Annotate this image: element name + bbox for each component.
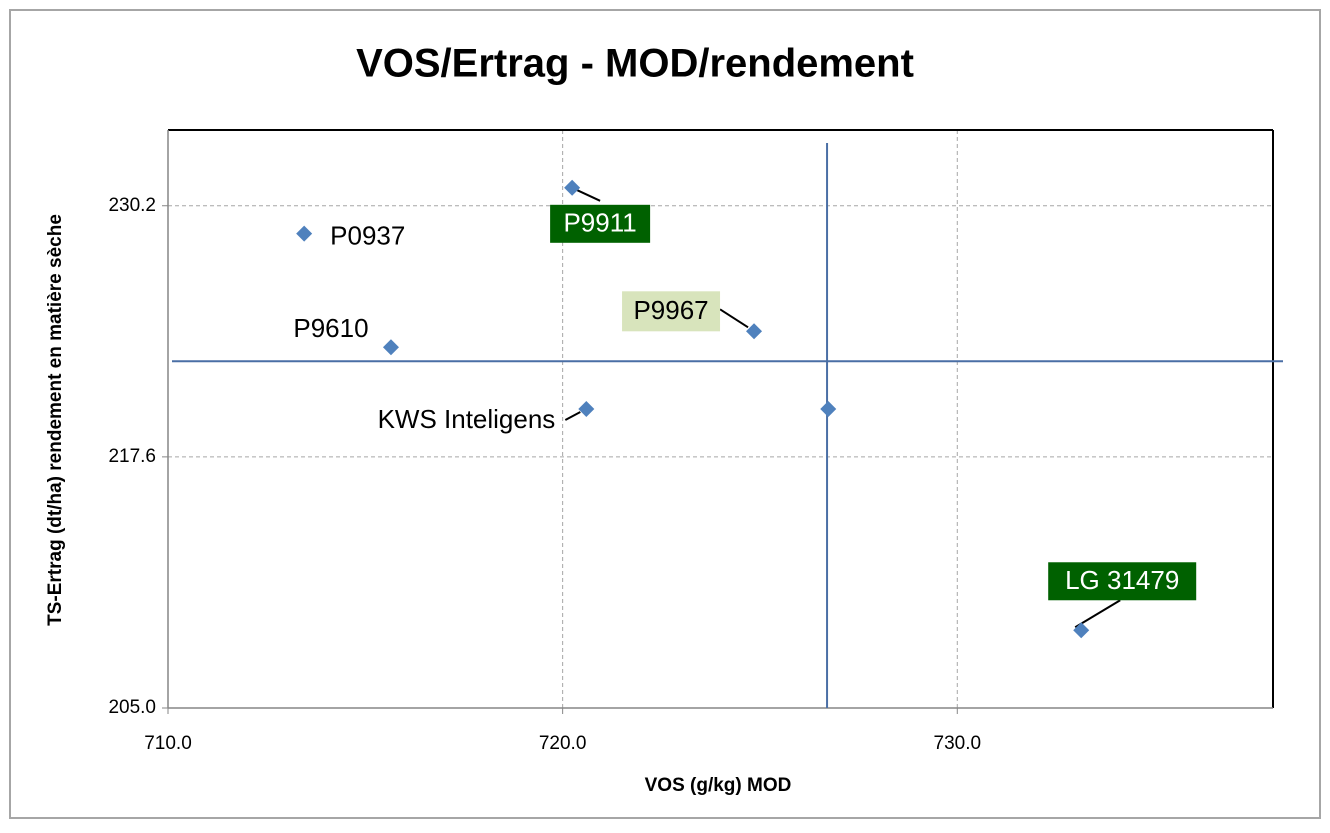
leader-line: [564, 411, 581, 421]
point: [1073, 622, 1090, 639]
chart-border: [9, 9, 1321, 819]
point: [564, 179, 581, 196]
point: [820, 401, 837, 418]
y-tick-label: 217.6: [108, 446, 156, 467]
label-box: [622, 291, 721, 332]
point-label: P0937: [330, 221, 405, 251]
point: [578, 401, 595, 418]
leader-line: [719, 308, 749, 329]
leader-line: [1074, 599, 1121, 629]
y-axis-title: TS-Ertrag (dt/ha) rendement en matière s…: [45, 214, 66, 626]
y-tick-label: 205.0: [108, 697, 156, 718]
point-label: LG 31479: [1065, 565, 1179, 595]
x-tick-label: 730.0: [934, 733, 982, 754]
point: [296, 225, 313, 242]
label-box: [1048, 562, 1197, 601]
x-axis-title: VOS (g/kg) MOD: [645, 775, 792, 796]
point-label: KWS Inteligens: [378, 404, 556, 434]
point-label: P9610: [293, 313, 368, 343]
label-box: [550, 204, 651, 243]
point: [746, 323, 763, 340]
x-tick-label: 720.0: [539, 733, 587, 754]
point-label: P9967: [633, 295, 708, 325]
point: [382, 339, 399, 356]
x-tick-label: 710.0: [144, 733, 192, 754]
point-label: P9911: [563, 208, 636, 238]
y-tick-label: 230.2: [108, 195, 156, 216]
chart-title: VOS/Ertrag - MOD/rendement: [356, 42, 914, 86]
